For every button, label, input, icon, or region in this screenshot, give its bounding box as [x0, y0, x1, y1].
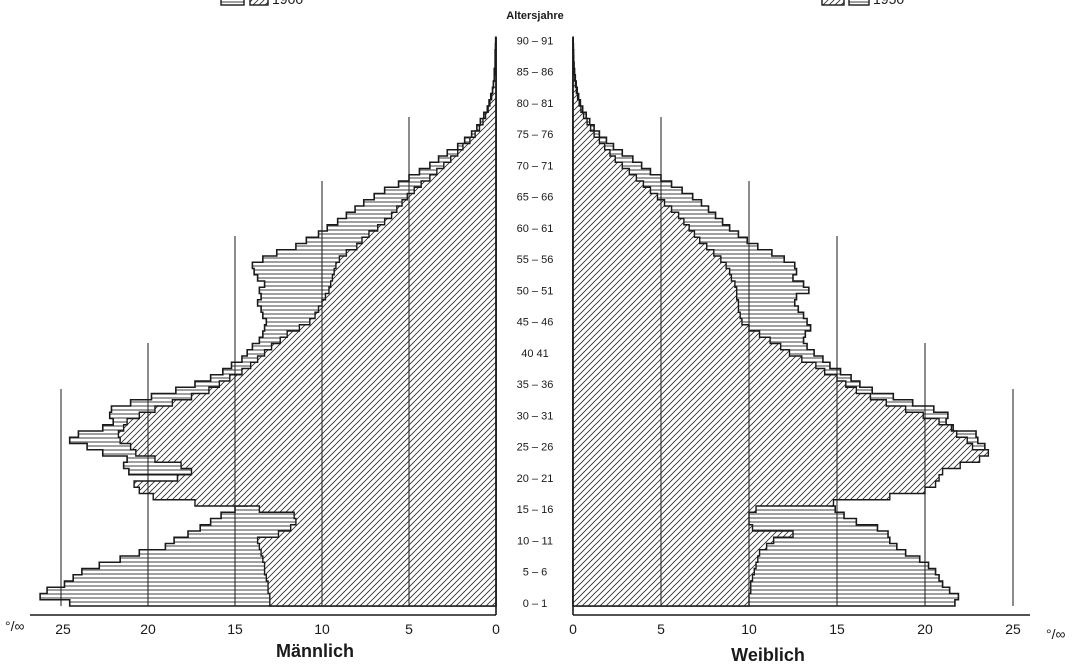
- age-label: 30 – 31: [517, 410, 554, 422]
- age-label: 75 – 76: [517, 129, 554, 141]
- age-label: 35 – 36: [517, 379, 554, 391]
- male-tick-label: 20: [140, 621, 156, 637]
- outer-series-layer: [39, 36, 986, 607]
- age-label: 65 – 66: [517, 192, 554, 204]
- age-label: 10 – 11: [517, 535, 553, 547]
- female-tick-label: 5: [657, 621, 665, 637]
- female-tick-label: 25: [1005, 621, 1021, 637]
- age-label: 90 – 91: [517, 35, 554, 47]
- male-tick-label: 10: [314, 621, 330, 637]
- female-tick-label: 20: [917, 621, 933, 637]
- labels-layer: 25 20 15 10 5 0 0 5 10 15 20 25 0 – 1 5 – 6 10 – 11 15 …: [55, 35, 1021, 637]
- age-label: 5 – 6: [523, 567, 547, 579]
- age-label: 60 – 61: [517, 223, 554, 235]
- female-axis-label: Weiblich: [731, 645, 805, 665]
- age-label: 40 41: [521, 348, 549, 360]
- male-inner-series: [117, 36, 497, 607]
- age-label: 50 – 51: [517, 285, 554, 297]
- age-label: 45 – 46: [517, 317, 554, 329]
- male-tick-label: 15: [227, 621, 243, 637]
- female-inner-series: [572, 36, 990, 607]
- age-label: 25 – 26: [517, 442, 554, 454]
- male-tick-label: 5: [405, 621, 413, 637]
- inner-series-layer: [117, 36, 990, 607]
- age-label: 0 – 1: [523, 598, 547, 610]
- right-unit-label: °/∞: [1046, 626, 1065, 642]
- age-label: 20 – 21: [517, 473, 554, 485]
- age-label: 15 – 16: [517, 504, 554, 516]
- male-axis-label: Männlich: [276, 641, 354, 661]
- left-unit-label: °/∞: [5, 618, 24, 634]
- female-tick-label: 15: [829, 621, 845, 637]
- male-tick-label: 25: [55, 621, 71, 637]
- axes-layer: [30, 38, 1030, 616]
- legend-fragment-right: 1950: [821, 0, 904, 7]
- female-tick-label: 0: [569, 621, 577, 637]
- age-label: 85 – 86: [517, 67, 554, 79]
- legend-label-left: 1900: [272, 0, 303, 7]
- age-label: 55 – 56: [517, 254, 554, 266]
- legend-label-right: 1950: [873, 0, 904, 7]
- age-label: 80 – 81: [517, 98, 554, 110]
- grid-layer: [60, 117, 1014, 606]
- female-tick-label: 10: [741, 621, 757, 637]
- legend-fragment-left: 1900: [220, 0, 303, 7]
- age-label: 70 – 71: [517, 160, 554, 172]
- male-tick-label: 0: [492, 621, 500, 637]
- center-axis-title: Altersjahre: [506, 10, 563, 22]
